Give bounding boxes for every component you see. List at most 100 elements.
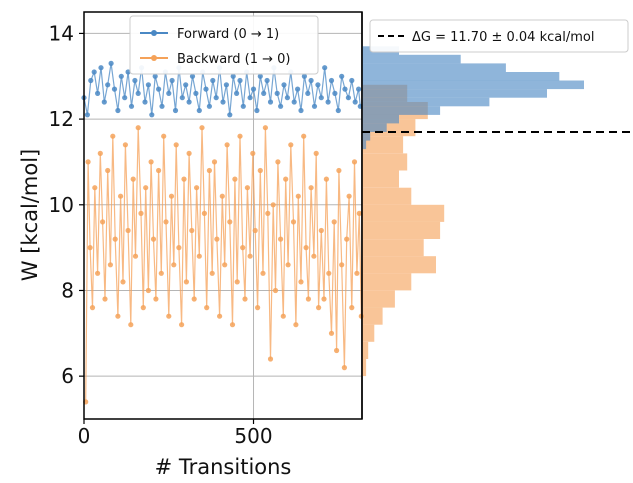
data-point-1 [189, 227, 195, 234]
legend-forward-label: Forward (0 → 1) [177, 27, 279, 42]
data-point-0 [210, 77, 216, 84]
data-point-1 [214, 236, 220, 242]
legend-delta-g-label: ΔG = 11.70 ± 0.04 kcal/mol [412, 30, 594, 45]
histogram-bar-1 [362, 187, 412, 205]
data-point-0 [250, 86, 257, 92]
data-point-1 [206, 167, 212, 174]
data-point-1 [196, 253, 202, 259]
data-point-1 [247, 253, 253, 259]
data-point-1 [331, 219, 337, 225]
histogram-bar-1 [362, 290, 395, 308]
data-point-1 [140, 305, 146, 311]
data-point-0 [172, 107, 179, 114]
data-point-1 [161, 133, 167, 139]
data-point-1 [122, 142, 128, 148]
data-point-0 [220, 99, 226, 105]
histogram-bar-1 [362, 221, 441, 239]
data-point-0 [230, 73, 236, 79]
histogram-bar-1 [362, 170, 399, 188]
histogram-bar-0 [362, 89, 547, 98]
data-point-1 [267, 356, 274, 362]
data-point-0 [247, 95, 253, 101]
data-point-1 [115, 313, 121, 319]
data-point-0 [196, 107, 202, 114]
histogram-bar-0 [362, 140, 367, 150]
data-point-0 [274, 90, 280, 96]
data-point-1 [326, 270, 332, 276]
data-point-1 [321, 296, 327, 302]
data-point-1 [201, 210, 207, 216]
data-point-0 [240, 103, 246, 109]
histogram-bar-0 [362, 123, 387, 132]
data-point-1 [158, 270, 164, 276]
data-point-0 [325, 99, 331, 105]
data-point-1 [89, 305, 96, 311]
data-point-1 [120, 279, 126, 285]
data-point-1 [118, 193, 124, 199]
legend-forward-marker [151, 30, 157, 36]
side-legend: ΔG = 11.70 ± 0.04 kcal/mol [369, 19, 629, 53]
data-point-1 [328, 330, 335, 336]
data-point-1 [265, 210, 271, 216]
histogram-bar-1 [362, 256, 436, 274]
data-point-0 [206, 103, 212, 109]
data-point-0 [156, 86, 162, 92]
data-point-1 [290, 219, 297, 225]
data-point-1 [229, 322, 236, 328]
y-tick-label: 10 [49, 193, 74, 217]
data-point-1 [346, 193, 352, 199]
data-point-0 [315, 82, 321, 88]
data-point-1 [102, 296, 108, 302]
data-point-1 [163, 219, 169, 225]
data-point-1 [275, 159, 281, 165]
data-point-1 [334, 347, 340, 354]
data-point-1 [272, 287, 279, 294]
data-point-0 [135, 90, 141, 96]
data-point-1 [313, 150, 319, 156]
data-point-0 [203, 86, 209, 92]
data-point-1 [260, 270, 266, 276]
data-point-1 [132, 253, 139, 259]
data-point-1 [341, 365, 347, 371]
histogram-bar-0 [362, 132, 371, 141]
data-point-1 [97, 150, 103, 156]
data-point-1 [176, 245, 182, 251]
data-point-1 [308, 185, 314, 191]
data-point-1 [87, 245, 93, 251]
legend-backward-marker [151, 55, 157, 61]
data-point-0 [284, 95, 290, 101]
main-plot-panel: 0 500 6 8 10 12 14 # Transitions W [kcal/mol]… [18, 11, 364, 479]
data-point-0 [261, 90, 267, 96]
side-legend-box [369, 19, 629, 53]
data-point-1 [217, 313, 223, 319]
histogram-bar-1 [362, 273, 412, 291]
data-point-0 [227, 112, 233, 118]
data-point-1 [112, 236, 118, 242]
data-point-0 [193, 90, 199, 96]
data-point-1 [95, 270, 101, 276]
histogram-bar-1 [362, 341, 369, 359]
data-point-0 [318, 95, 324, 101]
data-point-1 [303, 245, 309, 251]
data-point-1 [295, 193, 301, 199]
data-point-1 [311, 253, 317, 259]
y-tick-label: 14 [49, 21, 74, 45]
data-point-1 [166, 313, 172, 319]
data-point-1 [181, 176, 187, 182]
data-point-0 [339, 73, 345, 79]
series-line-1 [85, 127, 362, 402]
data-point-1 [280, 313, 286, 319]
data-point-0 [122, 95, 128, 101]
data-point-1 [344, 236, 350, 242]
data-point-1 [349, 305, 355, 311]
data-point-0 [234, 90, 240, 96]
histogram-bar-0 [362, 72, 560, 81]
x-axis-label: # Transitions [155, 455, 292, 479]
main-y-ticks: 6 8 10 12 14 [49, 21, 84, 388]
data-point-1 [209, 270, 215, 276]
histogram-bar-0 [362, 54, 461, 64]
data-point-1 [250, 150, 256, 156]
histogram-bar-0 [362, 80, 584, 90]
data-point-0 [223, 82, 229, 88]
data-point-1 [318, 227, 324, 234]
